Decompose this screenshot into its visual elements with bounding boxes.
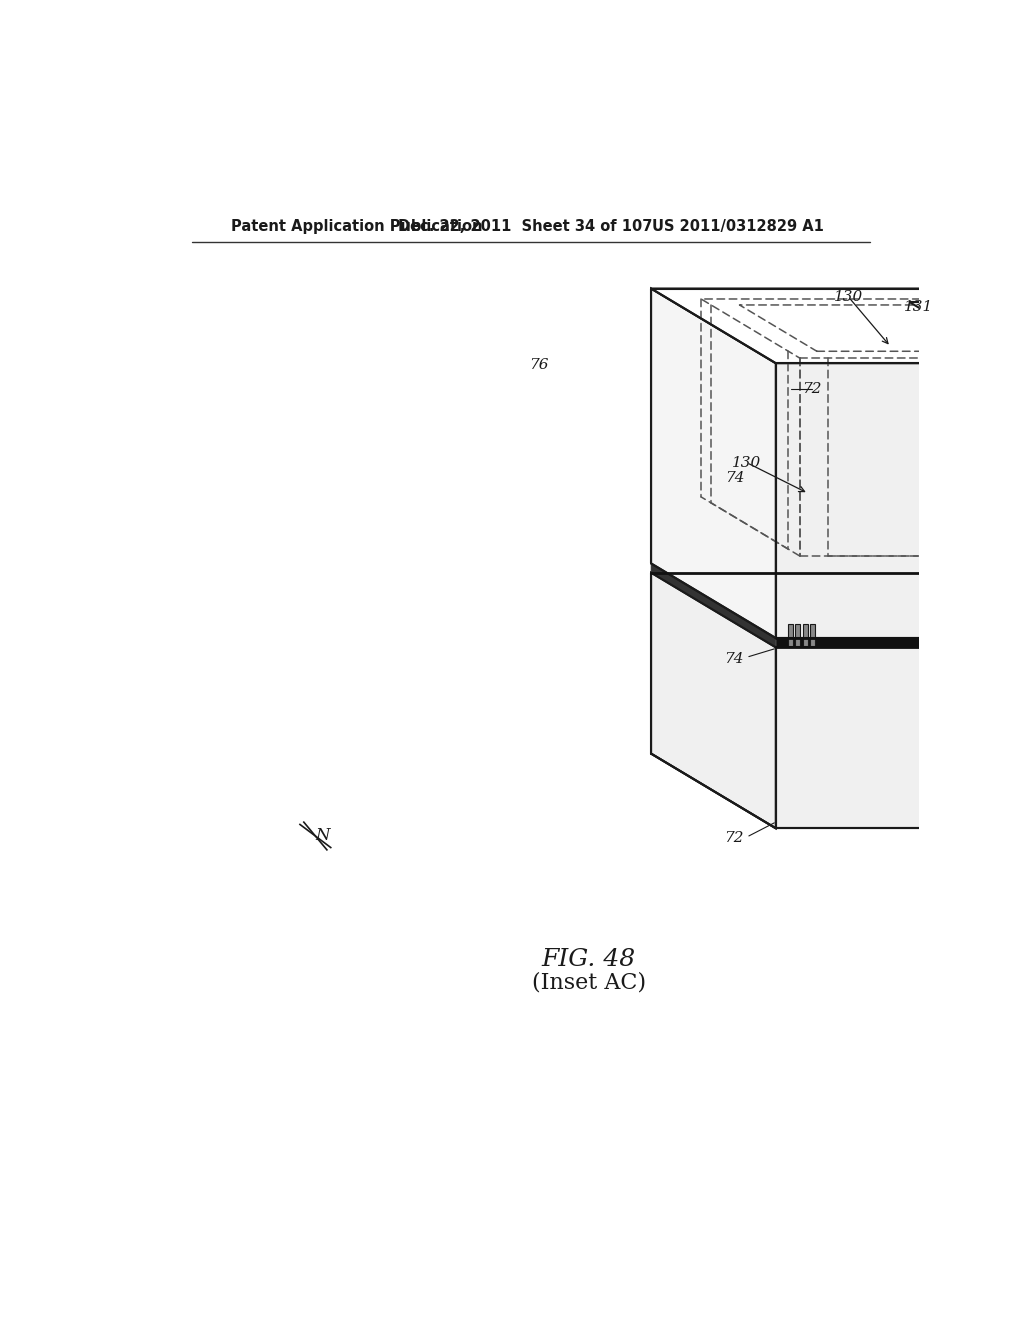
Text: FIG. 48: FIG. 48 — [542, 948, 636, 970]
Polygon shape — [967, 309, 1024, 358]
Polygon shape — [803, 624, 808, 647]
Polygon shape — [651, 289, 776, 638]
Text: 130: 130 — [732, 455, 762, 470]
Polygon shape — [964, 306, 1024, 360]
Text: 76: 76 — [529, 358, 549, 372]
Text: N: N — [315, 828, 331, 845]
Polygon shape — [1008, 309, 1024, 358]
Polygon shape — [1005, 306, 1024, 360]
Text: (Inset AC): (Inset AC) — [531, 972, 646, 993]
Text: 130: 130 — [834, 289, 863, 304]
Text: US 2011/0312829 A1: US 2011/0312829 A1 — [651, 219, 823, 234]
Text: 72: 72 — [724, 832, 743, 845]
Polygon shape — [926, 309, 1024, 358]
Polygon shape — [651, 289, 1024, 363]
Polygon shape — [651, 573, 776, 829]
Polygon shape — [651, 564, 1024, 638]
Polygon shape — [796, 624, 800, 647]
Text: 74: 74 — [725, 471, 744, 484]
Polygon shape — [776, 638, 1024, 647]
Polygon shape — [810, 624, 815, 647]
Text: 72: 72 — [802, 383, 821, 396]
Text: Patent Application Publication: Patent Application Publication — [230, 219, 482, 234]
Polygon shape — [651, 564, 776, 647]
Polygon shape — [788, 624, 793, 647]
Polygon shape — [776, 363, 1024, 638]
Text: 74: 74 — [724, 652, 743, 665]
Polygon shape — [909, 302, 1024, 360]
Text: Dec. 22, 2011  Sheet 34 of 107: Dec. 22, 2011 Sheet 34 of 107 — [397, 219, 652, 234]
Text: 131: 131 — [904, 301, 933, 314]
Polygon shape — [776, 647, 1024, 829]
Polygon shape — [924, 306, 1024, 360]
